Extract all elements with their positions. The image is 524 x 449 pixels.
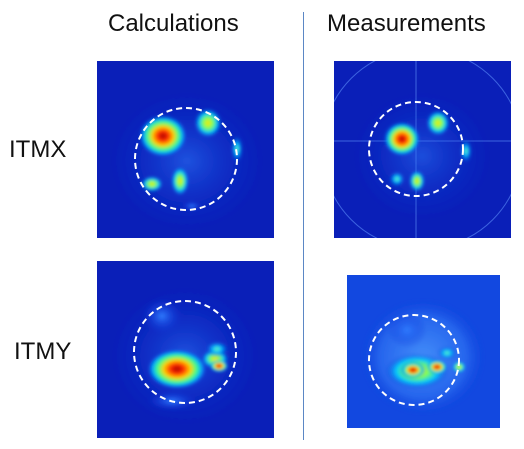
column-title-calculations: Calculations — [108, 10, 239, 37]
itmx-calculation-map — [97, 61, 274, 238]
itmy-calculation-map — [97, 261, 274, 438]
column-divider — [303, 12, 304, 440]
column-title-measurements: Measurements — [327, 10, 486, 37]
itmx-measurement-map — [334, 61, 511, 238]
row-label-itmx: ITMX — [9, 136, 67, 163]
row-label-itmy: ITMY — [14, 338, 72, 365]
itmy-measurement-map — [347, 275, 500, 428]
